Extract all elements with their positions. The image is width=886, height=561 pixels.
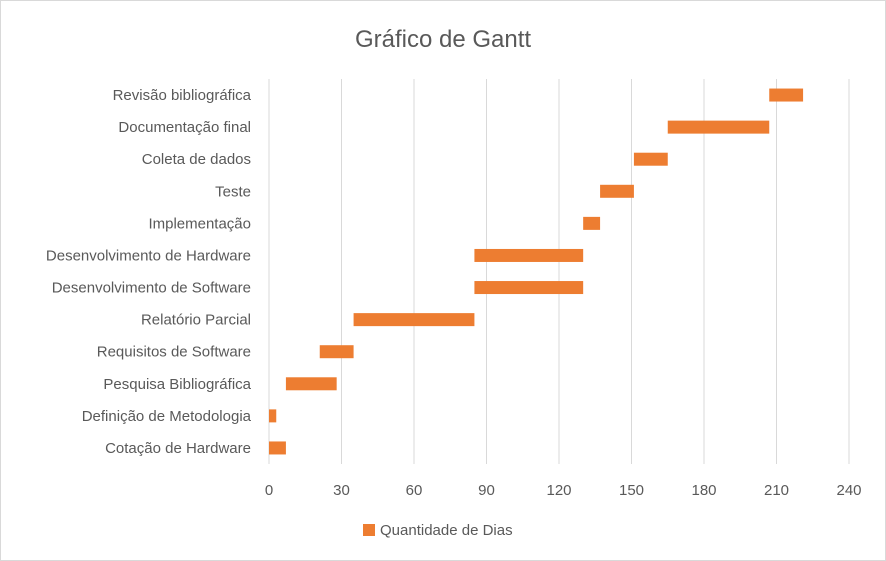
y-axis-labels: Cotação de Hardware Definição de Metodolo… xyxy=(46,87,252,457)
y-tick-label: Desenvolvimento de Software xyxy=(52,280,251,297)
y-tick-label: Documentação final xyxy=(118,119,251,136)
y-tick-label: Implementação xyxy=(148,215,251,232)
gantt-bar xyxy=(353,313,475,327)
bars xyxy=(269,88,804,455)
y-tick-label: Revisão bibliográfica xyxy=(113,87,252,104)
y-tick-label: Requisitos de Software xyxy=(97,344,251,361)
y-tick-label: Definição de Metodologia xyxy=(82,408,252,425)
x-tick-label: 0 xyxy=(265,482,273,499)
x-tick-label: 210 xyxy=(764,482,789,499)
x-tick-label: 90 xyxy=(478,482,495,499)
gantt-bar xyxy=(474,248,584,262)
gantt-bar xyxy=(667,120,770,134)
gantt-bar xyxy=(474,281,584,295)
legend: Quantidade de Dias xyxy=(363,522,513,539)
y-tick-label: Teste xyxy=(215,183,251,200)
gantt-bar xyxy=(600,184,634,198)
gantt-bar xyxy=(269,409,277,423)
y-tick-label: Coleta de dados xyxy=(142,151,251,168)
x-axis-labels: 0 30 60 90 120 150 180 210 240 xyxy=(265,482,862,499)
chart-title: Gráfico de Gantt xyxy=(355,26,531,53)
legend-swatch xyxy=(363,524,375,536)
x-tick-label: 60 xyxy=(406,482,423,499)
x-tick-label: 240 xyxy=(836,482,861,499)
gantt-bar xyxy=(583,216,601,230)
gantt-bar xyxy=(269,441,286,455)
x-tick-label: 150 xyxy=(619,482,644,499)
y-tick-label: Relatório Parcial xyxy=(141,312,251,329)
y-tick-label: Pesquisa Bibliográfica xyxy=(103,376,251,393)
gridlines xyxy=(268,79,850,464)
x-tick-label: 30 xyxy=(333,482,350,499)
legend-label: Quantidade de Dias xyxy=(380,522,513,539)
y-tick-label: Cotação de Hardware xyxy=(105,440,251,457)
gantt-bar xyxy=(319,345,354,359)
x-tick-label: 120 xyxy=(546,482,571,499)
x-tick-label: 180 xyxy=(691,482,716,499)
gantt-bar xyxy=(285,377,337,391)
gantt-bar xyxy=(633,152,668,166)
gantt-bar xyxy=(769,88,804,102)
y-tick-label: Desenvolvimento de Hardware xyxy=(46,247,251,264)
